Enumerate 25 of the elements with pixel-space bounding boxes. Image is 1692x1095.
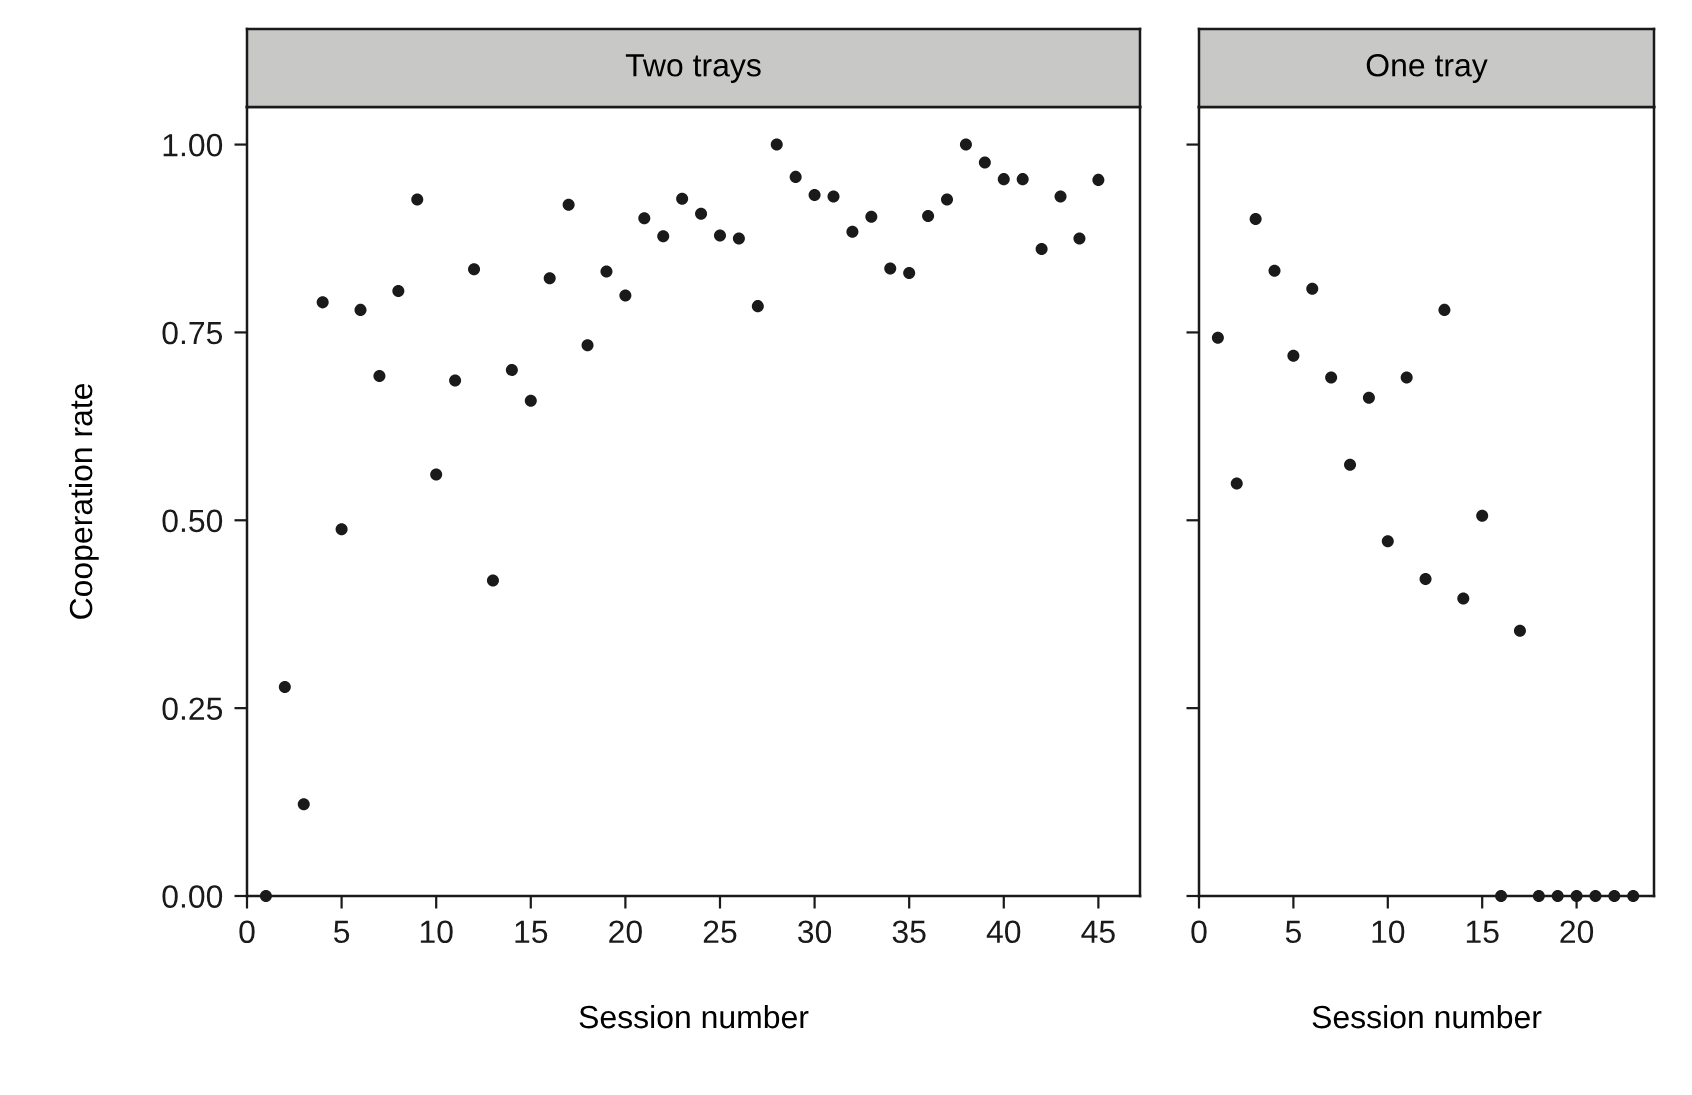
y-tick-label: 0.00: [162, 885, 223, 908]
y-tick-label: 0.75: [162, 321, 223, 345]
chart-title: Two trays: [625, 54, 761, 83]
x-tick-label: 40: [986, 920, 1021, 944]
x-tick-label: 15: [1466, 920, 1499, 944]
x-tick-label: 5: [1285, 920, 1301, 944]
y-tick-label: 0.50: [162, 509, 223, 533]
x-tick-label: 15: [515, 920, 548, 944]
x-tick-label: 0: [239, 920, 255, 944]
x-tick-label: 25: [703, 920, 737, 944]
chart-title: One tray: [1366, 53, 1488, 83]
x-tick-label: 5: [333, 920, 350, 944]
x-tick-label: 20: [609, 920, 642, 944]
y-axis-title: Cooperation rate: [68, 383, 99, 619]
x-axis-title: Session number: [579, 1004, 809, 1029]
x-axis-title: Session number: [1312, 1004, 1542, 1029]
x-tick-label: 20: [1560, 920, 1594, 944]
x-tick-label: 45: [1081, 920, 1115, 944]
y-tick-label: 1.00: [163, 133, 223, 157]
x-tick-label: 10: [1372, 920, 1405, 944]
y-tick-label: 0.25: [162, 697, 223, 721]
x-tick-label: 10: [420, 920, 453, 944]
x-tick-label: 35: [892, 920, 926, 944]
x-tick-label: 30: [798, 920, 832, 944]
x-tick-label: 0: [1191, 920, 1207, 944]
